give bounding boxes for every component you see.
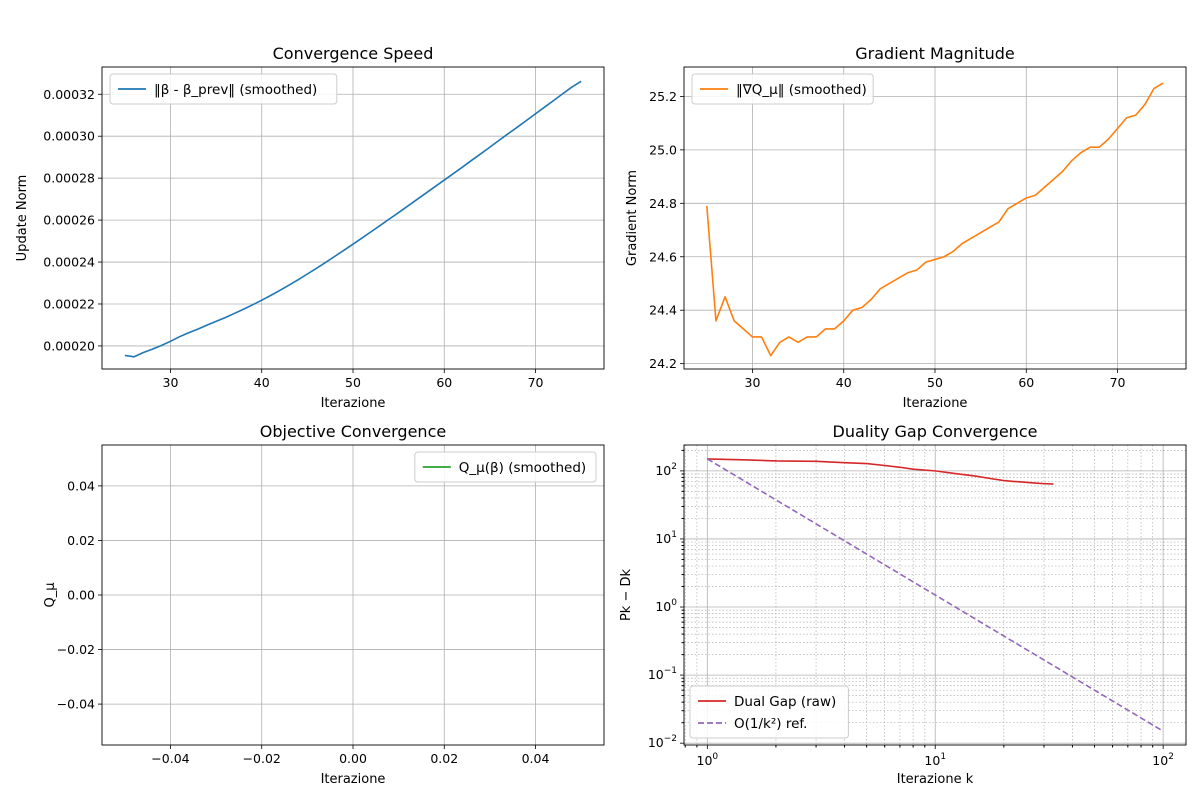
y-tick-label: 0.00022 [43,296,95,311]
y-tick-label: 10−2 [648,734,677,750]
panel-title: Objective Convergence [260,422,446,441]
y-tick-label: 0.00028 [43,171,95,186]
plot-frame [101,444,605,746]
panel-title: Convergence Speed [273,44,434,63]
legend-box [691,73,874,105]
legend-label: ‖β - β_prev‖ (smoothed) [154,82,317,98]
plot-frame [683,66,1187,370]
x-tick-label: 50 [927,375,943,390]
x-tick-label: −0.02 [243,751,281,766]
y-axis-label: Gradient Norm [625,170,640,266]
x-tick-label: 50 [345,375,361,390]
y-tick-label: 101 [655,530,677,546]
minor-grid [684,445,1186,745]
panel-gradient-magnitude: 30 40 50 60 70 24.2 24.4 24.6 24.8 25.0 25.2 Gradie… [625,44,1187,411]
y-tick-label: 0.00032 [43,87,95,102]
legend: Q_μ(β) (smoothed) [414,451,597,483]
x-tick-label: 40 [254,375,270,390]
series-line-q-smoothed [706,82,1164,357]
legend-label: Dual Gap (raw) [734,694,836,710]
panel-title: Duality Gap Convergence [833,422,1038,441]
y-tick-label: 102 [655,462,677,478]
x-axis-label: Iterazione [321,396,386,411]
x-tick-label: 102 [1152,752,1174,768]
legend-label: ‖∇Q_μ‖ (smoothed) [736,82,867,98]
y-tick-label: 10−1 [648,666,677,682]
x-tick-label: 30 [745,375,761,390]
plot-frame [683,444,1187,746]
y-tick-label: −0.02 [57,642,95,657]
y-tick-label: 24.8 [649,196,677,211]
y-tick-label: 24.4 [649,303,677,318]
y-tick-label: 24.6 [649,249,677,264]
legend-label: Q_μ(β) (smoothed) [459,460,586,476]
legend: Dual Gap (raw) O(1/k²) ref. [689,685,849,739]
y-axis-label: Q_μ [43,582,58,607]
x-tick-label: 60 [1018,375,1034,390]
x-tick-label: 0.04 [522,751,550,766]
y-tick-label: 0.04 [67,478,95,493]
y-tick-label: 25.2 [649,89,677,104]
legend-box [109,73,338,105]
y-tick-label: 0.00020 [43,338,95,353]
series-line-prev-smoothed [124,80,582,358]
x-tick-label: −0.04 [151,751,189,766]
x-tick-label: 70 [528,375,544,390]
x-tick-label: 101 [924,752,946,768]
series-line-o-1-k-ref [706,458,1164,732]
y-tick-label: 24.2 [649,356,677,371]
legend: ‖β - β_prev‖ (smoothed) [109,73,338,105]
panel-title: Gradient Magnitude [855,44,1015,63]
x-tick-label: 0.02 [430,751,458,766]
y-axis-label: Update Norm [15,175,30,262]
legend-box [414,451,597,483]
x-axis-label: Iterazione [903,396,968,411]
x-tick-label: 40 [836,375,852,390]
legend: ‖∇Q_μ‖ (smoothed) [691,73,874,105]
panel-objective-convergence: −0.04 −0.02 0.00 0.02 0.04 −0.04 −0.02 0.00 0.02… [43,422,605,787]
y-tick-label: 0.00024 [43,255,95,270]
y-tick-label: 0.00 [67,588,95,603]
panel-convergence-speed: 30 40 50 60 70 0.00020 0.00022 0.00024 0.00026 0.… [15,44,605,411]
x-tick-label: 30 [163,375,179,390]
panel-duality-gap-convergence: 100 101 102 10−2 10−1 100 101 102 Duality Gap Co… [619,422,1187,787]
x-tick-label: 70 [1110,375,1126,390]
x-tick-label: 100 [697,752,719,768]
y-tick-label: 25.0 [649,142,677,157]
plot-frame [101,66,605,370]
y-tick-label: 0.00026 [43,213,95,228]
x-tick-label: 0.00 [339,751,367,766]
y-tick-label: 0.00030 [43,129,95,144]
legend-label: O(1/k²) ref. [734,716,807,732]
legend-box [689,685,849,739]
y-tick-label: 100 [655,598,677,614]
x-axis-label: Iterazione [321,772,386,787]
y-tick-label: 0.02 [67,533,95,548]
x-axis-label: Iterazione k [897,772,974,787]
series-line-dual-gap-raw [707,458,1054,485]
y-axis-label: Pk − Dk [619,569,634,622]
y-tick-label: −0.04 [57,697,95,712]
x-tick-label: 60 [436,375,452,390]
